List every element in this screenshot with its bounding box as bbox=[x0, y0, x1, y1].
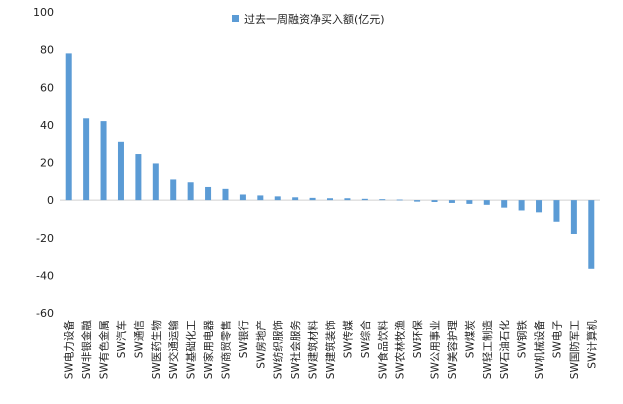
x-category-label: SW国防军工 bbox=[568, 320, 581, 379]
x-category-label: SW非银金融 bbox=[80, 320, 93, 380]
x-category-label: SW房地产 bbox=[254, 320, 267, 369]
bar bbox=[83, 118, 90, 201]
x-category-label: SW建筑装饰 bbox=[324, 320, 337, 379]
x-category-label: SW传媒 bbox=[341, 320, 354, 359]
y-tick-label: -60 bbox=[36, 307, 54, 320]
bar bbox=[361, 198, 368, 201]
legend-swatch bbox=[232, 15, 239, 22]
bar bbox=[274, 196, 281, 201]
x-category-label: SW银行 bbox=[237, 320, 250, 359]
bar bbox=[414, 200, 421, 202]
bar bbox=[570, 200, 577, 234]
x-category-label: SW环保 bbox=[411, 320, 424, 359]
bar bbox=[483, 200, 490, 205]
bar bbox=[396, 199, 403, 201]
bar bbox=[431, 200, 438, 203]
y-tick-label: 100 bbox=[33, 6, 54, 19]
bar bbox=[257, 195, 264, 201]
x-category-label: SW电力设备 bbox=[63, 320, 76, 380]
x-category-label: SW社会服务 bbox=[289, 320, 302, 380]
y-tick-label: 0 bbox=[47, 194, 54, 207]
bar-group bbox=[65, 53, 595, 269]
y-tick-label: -40 bbox=[36, 269, 54, 282]
bar bbox=[536, 200, 543, 213]
bar bbox=[239, 194, 246, 201]
y-axis: 100 80 60 40 20 0 -20 -40 -60 bbox=[33, 6, 54, 320]
x-category-label: SW轻工制造 bbox=[481, 320, 494, 380]
x-category-label: SW食品饮料 bbox=[376, 320, 389, 380]
x-category-label: SW基础化工 bbox=[185, 320, 198, 379]
x-category-label: SW汽车 bbox=[115, 320, 128, 358]
x-category-label: SW煤炭 bbox=[463, 320, 476, 359]
x-category-label: SW交通运输 bbox=[167, 320, 180, 380]
x-category-label: SW美容护理 bbox=[446, 320, 459, 380]
bar bbox=[327, 198, 333, 201]
x-category-label: SW计算机 bbox=[585, 320, 598, 369]
y-tick-label: 20 bbox=[40, 157, 54, 170]
category-labels: SW电力设备 SW非银金融 SW有色金属 SW汽车 SW通信 SW医药生物 SW交通运输 SW… bbox=[63, 320, 599, 380]
bar bbox=[344, 198, 351, 201]
y-tick-label: 40 bbox=[40, 119, 54, 132]
x-category-label: SW通信 bbox=[133, 320, 145, 358]
x-category-label: SW家用电器 bbox=[202, 320, 215, 380]
bar bbox=[222, 188, 229, 201]
x-category-label: SW石油石化 bbox=[498, 320, 511, 380]
x-category-label: SW医药生物 bbox=[150, 320, 163, 379]
bar bbox=[152, 163, 159, 201]
bar bbox=[187, 182, 194, 201]
x-category-label: SW建筑材料 bbox=[307, 320, 320, 380]
bar bbox=[379, 199, 386, 201]
bar bbox=[553, 200, 560, 222]
x-category-label: SW商贸零售 bbox=[219, 320, 232, 379]
x-category-label: SW农林牧渔 bbox=[394, 320, 407, 379]
bar bbox=[466, 200, 473, 204]
bar bbox=[292, 197, 299, 201]
y-tick-label: -20 bbox=[36, 232, 54, 245]
legend-label: 过去一周融资净买入额(亿元) bbox=[244, 12, 385, 26]
bar bbox=[501, 200, 508, 208]
x-category-label: SW机械设备 bbox=[533, 320, 546, 380]
bar bbox=[205, 186, 212, 201]
y-tick-label: 80 bbox=[40, 44, 54, 57]
chart-legend: 过去一周融资净买入额(亿元) bbox=[232, 12, 385, 26]
x-category-label: SW综合 bbox=[359, 320, 372, 359]
x-category-label: SW纺织服饰 bbox=[272, 320, 285, 379]
x-category-label: SW钢铁 bbox=[516, 320, 529, 359]
y-tick-label: 60 bbox=[40, 81, 54, 94]
bar bbox=[448, 200, 455, 203]
bar bbox=[135, 154, 142, 201]
bar bbox=[170, 179, 177, 201]
bar bbox=[117, 141, 124, 201]
x-category-label: SW电子 bbox=[550, 320, 563, 358]
x-category-label: SW公用事业 bbox=[429, 320, 442, 379]
bar bbox=[309, 197, 316, 201]
bar bbox=[588, 200, 595, 269]
bar bbox=[518, 200, 525, 211]
bar bbox=[100, 121, 107, 201]
x-category-label: SW有色金属 bbox=[98, 320, 111, 379]
bar bbox=[65, 53, 72, 201]
